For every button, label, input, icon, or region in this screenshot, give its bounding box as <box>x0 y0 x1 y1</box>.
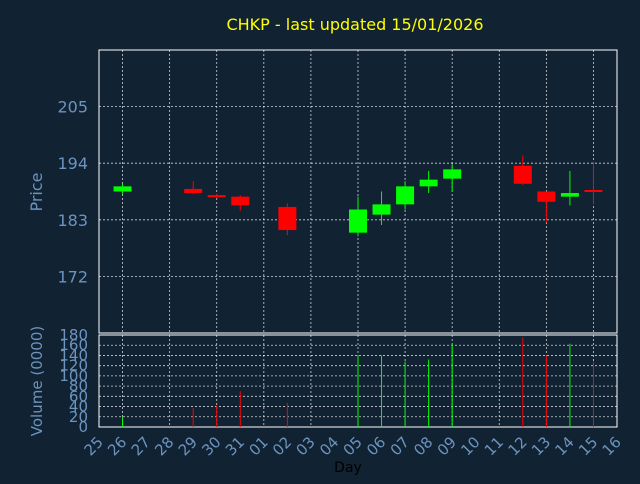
x-tick-label: 01 <box>245 433 271 459</box>
candle-body <box>231 196 250 206</box>
volume-tick-label: 100 <box>59 367 88 385</box>
candle <box>349 196 367 237</box>
x-tick-label: 04 <box>316 433 342 459</box>
candle <box>372 191 391 225</box>
x-tick-label: 06 <box>363 433 389 459</box>
candle <box>396 181 415 210</box>
x-tick-label: 13 <box>528 433 554 459</box>
candle <box>584 162 603 205</box>
chart-title: CHKP - last updated 15/01/2026 <box>226 15 483 34</box>
x-tick-label: 27 <box>128 433 154 459</box>
candle <box>184 181 203 195</box>
candle <box>278 203 297 236</box>
x-tick-label: 09 <box>434 433 460 459</box>
price-tick-label: 194 <box>57 154 88 173</box>
candle-body <box>396 186 415 205</box>
x-axis-label: Day <box>334 460 362 476</box>
x-tick-label: 12 <box>504 433 530 459</box>
x-tick-label: 07 <box>387 433 413 459</box>
x-tick-label: 03 <box>293 433 319 459</box>
candle <box>113 183 132 195</box>
x-tick-label: 10 <box>457 433 483 459</box>
candles <box>113 155 603 237</box>
x-tick-label: 30 <box>198 433 224 459</box>
candle <box>513 155 532 185</box>
volume-tick-label: 140 <box>59 346 88 364</box>
candle <box>560 170 579 206</box>
x-tick-label: 02 <box>269 433 295 459</box>
candle-body <box>349 209 367 233</box>
volume-tick-label: 20 <box>69 408 88 426</box>
candle-body <box>184 188 203 194</box>
volume-tick-label: 180 <box>59 326 88 344</box>
x-tick-label: 16 <box>599 433 625 459</box>
candle <box>231 195 250 211</box>
volume-tick-label: 0 <box>78 418 88 436</box>
candle <box>443 164 462 192</box>
candle-body <box>513 165 532 184</box>
x-axis-ticks: 2526272829303101020304050607080910111213… <box>81 433 625 459</box>
x-tick-label: 08 <box>410 433 436 459</box>
candle-body <box>560 193 579 197</box>
price-axis-label: Price <box>27 172 46 211</box>
price-tick-label: 183 <box>57 211 88 230</box>
candle-body <box>419 179 438 187</box>
volume-tick-label: 40 <box>69 398 88 416</box>
volume-tick-label: 160 <box>59 336 88 354</box>
candle-body <box>537 191 556 202</box>
x-tick-label: 29 <box>175 433 201 459</box>
candle-body <box>278 206 297 231</box>
x-tick-label: 25 <box>81 433 107 459</box>
price-tick-label: 205 <box>57 98 88 117</box>
candle-body <box>207 195 226 198</box>
price-tick-label: 172 <box>57 267 88 286</box>
volume-bars <box>122 337 594 427</box>
price-y-ticks: 172 183 194 205 <box>57 98 88 287</box>
candle-body <box>113 186 132 192</box>
x-tick-label: 14 <box>552 433 578 459</box>
x-tick-label: 11 <box>481 433 507 459</box>
candle-body <box>372 204 391 215</box>
candle <box>207 194 226 199</box>
x-tick-label: 05 <box>340 433 366 459</box>
x-tick-label: 15 <box>575 433 601 459</box>
volume-tick-label: 120 <box>59 357 88 375</box>
x-tick-label: 28 <box>151 433 177 459</box>
candle-body <box>443 169 462 179</box>
x-tick-label: 31 <box>222 433 248 459</box>
volume-axis-label: Volume (0000) <box>28 326 46 436</box>
candle <box>419 170 438 194</box>
volume-tick-label: 80 <box>69 377 88 395</box>
candle <box>537 191 556 223</box>
price-panel: 172 183 194 205 Price <box>27 49 618 334</box>
volume-tick-label: 60 <box>69 387 88 405</box>
candle-body <box>584 189 603 192</box>
x-tick-label: 26 <box>104 433 130 459</box>
